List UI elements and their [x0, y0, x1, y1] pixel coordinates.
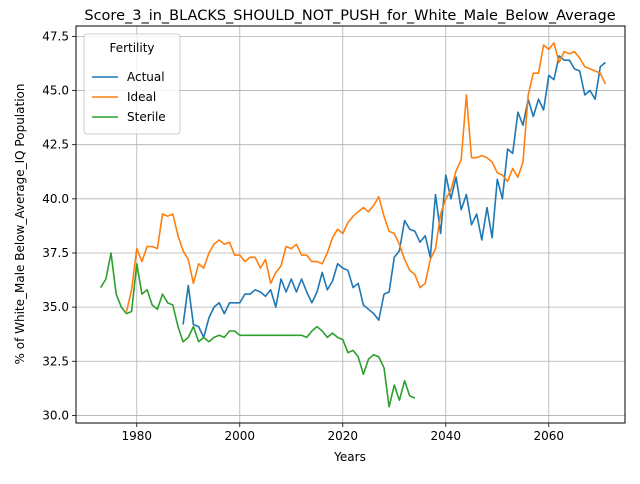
grid-lines	[76, 26, 625, 423]
chart-title: Score_3_in_BLACKS_SHOULD_NOT_PUSH_for_Wh…	[84, 8, 615, 24]
legend-label-sterile: Sterile	[127, 110, 166, 124]
series-line-sterile	[100, 252, 416, 408]
y-tick-label: 47.5	[42, 29, 69, 43]
x-axis-label: Years	[333, 450, 366, 464]
legend-label-ideal: Ideal	[127, 90, 156, 104]
plot-lines	[100, 42, 607, 408]
y-tick-label: 32.5	[42, 354, 69, 368]
series-line-actual	[182, 55, 606, 339]
y-tick-label: 30.0	[42, 408, 69, 422]
x-tick-label: 2040	[431, 429, 462, 443]
x-tick-label: 1980	[121, 429, 152, 443]
x-tick-label: 2000	[224, 429, 255, 443]
y-tick-label: 37.5	[42, 246, 69, 260]
y-axis-label: % of White_Male Below_Average_IQ Populat…	[13, 84, 27, 365]
series-line-ideal	[125, 42, 607, 312]
legend-label-actual: Actual	[127, 70, 165, 84]
legend-items: Actual Ideal Sterile	[92, 70, 166, 124]
plot-frame	[75, 25, 626, 424]
x-tick-label: 2060	[534, 429, 565, 443]
legend-title: Fertility	[109, 41, 154, 55]
x-tick-label: 2020	[328, 429, 359, 443]
y-tick-label: 35.0	[42, 300, 69, 314]
y-tick-label: 42.5	[42, 138, 69, 152]
y-tick-label: 45.0	[42, 84, 69, 98]
legend-box	[83, 33, 181, 135]
legend: Fertility Actual Ideal Sterile	[83, 33, 181, 135]
y-tick-label: 40.0	[42, 192, 69, 206]
y-axis-ticks: 30.0 32.5 35.0 37.5 40.0 42.5 45.0 47.5	[42, 29, 76, 422]
x-axis-ticks: 1980 2000 2020 2040 2060	[121, 423, 564, 443]
